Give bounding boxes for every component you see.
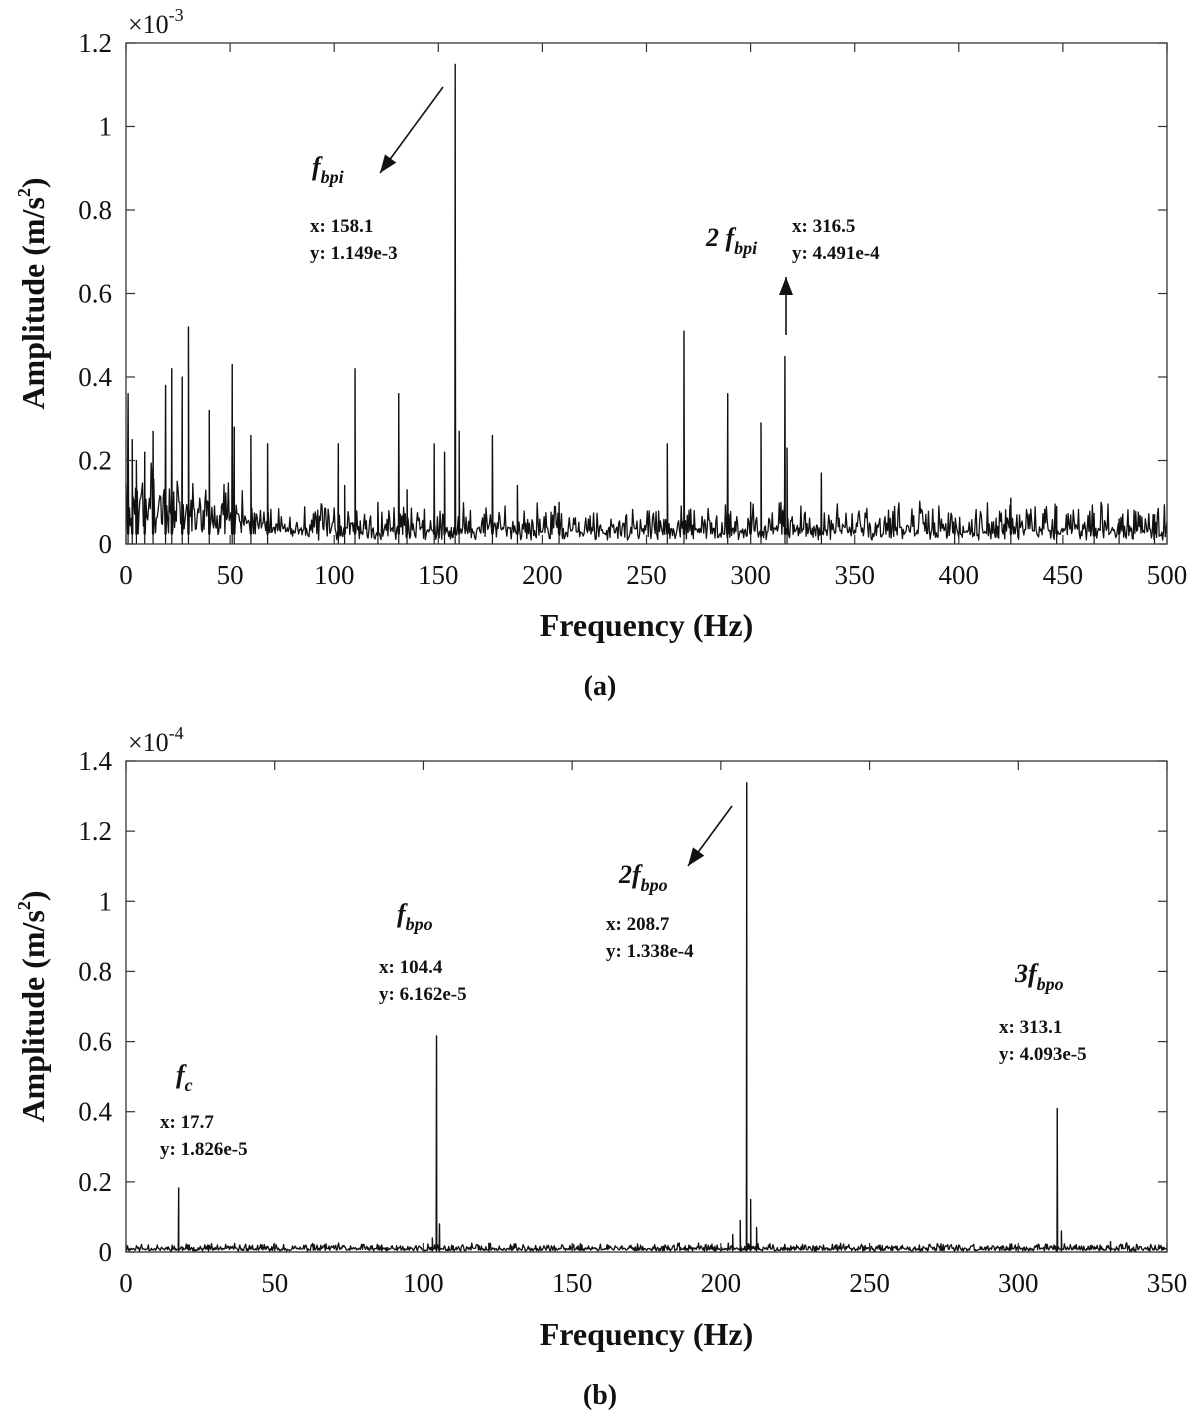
x-tick-label: 100	[403, 1268, 444, 1298]
y-tick-label: 0.2	[78, 1167, 112, 1197]
x-tick-label: 500	[1147, 560, 1188, 590]
y-tick-label: 1	[99, 886, 113, 916]
x-tick-label: 300	[730, 560, 771, 590]
datatip-y: y: 4.491e-4	[792, 243, 880, 264]
x-tick-label: 350	[834, 560, 875, 590]
x-tick-label: 0	[119, 560, 133, 590]
y-tick-label: 1.2	[78, 28, 112, 58]
x-axis-label: Frequency (Hz)	[540, 1316, 754, 1352]
x-tick-label: 300	[998, 1268, 1039, 1298]
y-multiplier: ×10-4	[128, 723, 184, 757]
y-axis-label: Amplitude (m/s2)	[14, 177, 51, 409]
peak-symbol-label: 3fbpo	[1014, 959, 1064, 994]
arrow-head	[688, 847, 705, 866]
peak-symbol-label: 2 fbpi	[705, 223, 757, 258]
datatip-y: y: 6.162e-5	[379, 984, 467, 1005]
datatip-y: y: 1.338e-4	[606, 941, 694, 962]
x-tick-label: 400	[939, 560, 980, 590]
peak-symbol-label: fc	[176, 1060, 193, 1095]
panel-caption: (b)	[583, 1380, 617, 1411]
panel-caption: (a)	[584, 671, 617, 702]
arrow-head	[380, 154, 397, 173]
x-tick-label: 150	[552, 1268, 593, 1298]
y-tick-label: 0.4	[78, 1097, 112, 1127]
x-tick-label: 250	[849, 1268, 890, 1298]
y-tick-label: 0.6	[78, 279, 112, 309]
datatip-x: x: 104.4	[379, 957, 443, 978]
datatip-x: x: 313.1	[999, 1017, 1062, 1038]
datatip-y: y: 1.149e-3	[310, 243, 398, 264]
y-tick-label: 0	[99, 1237, 113, 1267]
datatip-x: x: 158.1	[310, 216, 373, 237]
y-tick-label: 0.6	[78, 1027, 112, 1057]
y-tick-label: 0.8	[78, 195, 112, 225]
x-tick-label: 100	[314, 560, 355, 590]
y-tick-label: 1.2	[78, 816, 112, 846]
x-tick-label: 0	[119, 1268, 133, 1298]
peak-symbol-label: fbpo	[397, 899, 433, 934]
datatip-x: x: 316.5	[792, 216, 855, 237]
x-tick-label: 350	[1147, 1268, 1188, 1298]
chart-panel-a: 0 50 100 150 200 250 300 350 400 450 500 0 0.2 0.4 0.6…	[14, 5, 1187, 702]
y-tick-label: 1	[99, 112, 113, 142]
peak-symbol-label: 2fbpo	[618, 860, 668, 895]
spectrum-line	[125, 782, 1168, 1252]
y-tick-label: 0.2	[78, 446, 112, 476]
x-axis-label: Frequency (Hz)	[540, 607, 754, 643]
x-tick-label: 250	[626, 560, 667, 590]
chart-panel-b: 0 50 100 150 200 250 300 350 0 0.2 0.4 0.6 0.8 1 1.2 1.…	[14, 723, 1187, 1411]
y-tick-label: 0.4	[78, 362, 112, 392]
peak-symbol-label: fbpi	[312, 152, 344, 187]
axes-frame	[125, 760, 1168, 1253]
x-tick-label: 50	[217, 560, 244, 590]
spectrum-line	[125, 63, 1168, 541]
y-tick-label: 0.8	[78, 956, 112, 986]
datatip-y: y: 1.826e-5	[160, 1139, 248, 1160]
x-tick-label: 50	[261, 1268, 288, 1298]
y-tick-label: 1.4	[78, 746, 112, 776]
x-tick-label: 150	[418, 560, 459, 590]
datatip-y: y: 4.093e-5	[999, 1044, 1087, 1065]
datatip-x: x: 17.7	[160, 1112, 214, 1133]
x-tick-label: 200	[701, 1268, 742, 1298]
y-multiplier: ×10-3	[128, 5, 184, 39]
y-tick-label: 0	[99, 529, 113, 559]
x-tick-label: 450	[1043, 560, 1084, 590]
axes-frame	[125, 42, 1168, 545]
y-axis-label: Amplitude (m/s2)	[14, 890, 51, 1122]
datatip-x: x: 208.7	[606, 914, 670, 935]
arrow-head	[779, 277, 793, 295]
x-tick-label: 200	[522, 560, 563, 590]
